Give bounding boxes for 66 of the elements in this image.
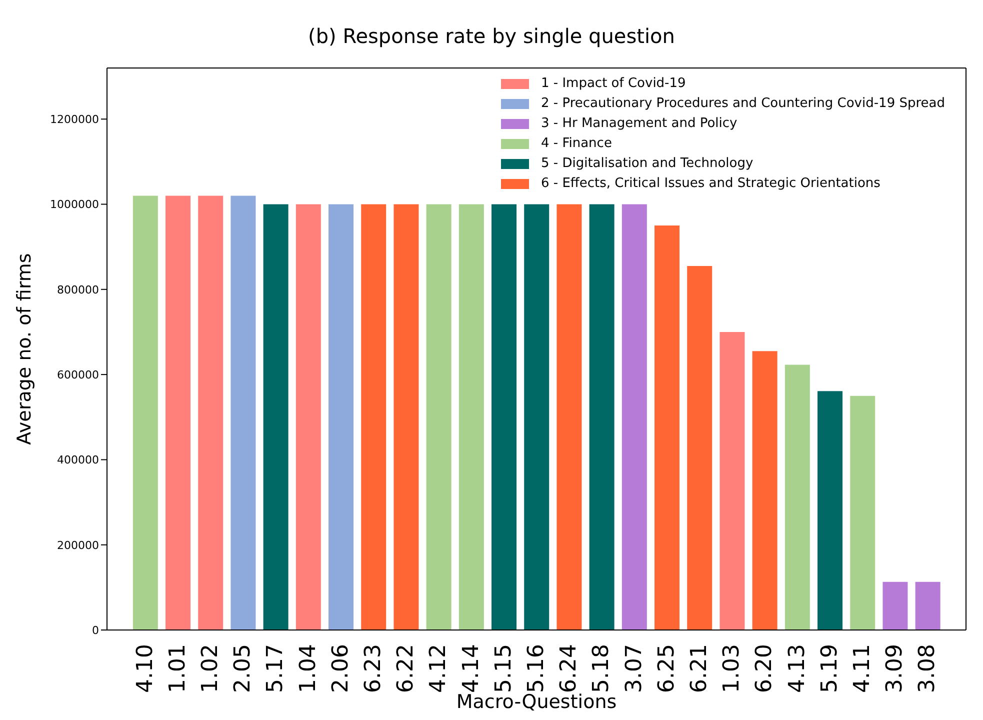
bar: [752, 351, 778, 630]
x-tick-label: 6.21: [687, 644, 712, 693]
legend-label: 6 - Effects, Critical Issues and Strategic Orientations: [540, 175, 880, 193]
bar: [850, 396, 876, 630]
y-tick-label: 0: [92, 624, 99, 637]
x-tick-label: 3.07: [622, 644, 647, 693]
x-tick-label: 6.23: [361, 644, 386, 693]
x-tick-label: 5.17: [263, 644, 288, 693]
x-tick-label: 2.05: [230, 644, 256, 693]
legend-label: 3 - Hr Management and Policy: [540, 115, 738, 133]
legend-label: 2 - Precautionary Procedures and Countering Covid-19 Spread: [540, 95, 945, 113]
chart-title: (b) Response rate by single question: [307, 23, 676, 50]
x-tick-label: 5.18: [589, 644, 614, 693]
y-tick-label: 1000000: [50, 198, 99, 212]
bar: [589, 204, 614, 630]
x-tick-label: 4.10: [132, 644, 158, 693]
bar: [882, 582, 908, 630]
y-tick-label: 600000: [57, 368, 99, 382]
x-tick-label: 5.15: [491, 644, 516, 693]
x-tick-label: 4.13: [784, 644, 810, 693]
x-tick-label: 4.12: [426, 644, 452, 693]
x-tick-label: 6.20: [752, 644, 778, 693]
legend-label: 5 - Digitalisation and Technology: [540, 155, 754, 173]
x-tick-label: 6.22: [394, 644, 419, 693]
x-tick-label: 5.19: [817, 644, 842, 693]
bar: [263, 204, 288, 630]
legend-label: 1 - Impact of Covid-19: [540, 75, 686, 93]
x-axis-title: Macro-Questions: [456, 691, 617, 713]
bar: [132, 196, 158, 630]
x-tick-label: 4.11: [850, 644, 875, 693]
x-tick-label: 1.01: [165, 644, 190, 693]
x-tick-label: 3.08: [915, 644, 940, 693]
bar: [687, 266, 712, 630]
bar: [296, 204, 321, 630]
bar: [818, 391, 843, 630]
x-tick-label: 1.03: [720, 644, 745, 693]
bar: [458, 204, 484, 630]
bar: [784, 364, 810, 630]
bar: [492, 204, 517, 630]
bar: [426, 204, 452, 630]
bar: [394, 204, 419, 630]
x-tick-label: 3.09: [882, 644, 908, 693]
x-tick-label: 6.25: [654, 644, 680, 693]
bar: [915, 582, 940, 630]
bar: [654, 226, 680, 630]
bar: [361, 204, 386, 630]
y-tick-label: 800000: [57, 283, 99, 296]
bar: [524, 204, 550, 630]
x-tick-label: 2.06: [328, 644, 354, 693]
bar: [198, 196, 224, 630]
bar: [622, 204, 647, 630]
legend-label: 4 - Finance: [540, 135, 612, 153]
bar: [166, 196, 191, 630]
x-tick-label: 1.02: [198, 644, 223, 693]
bar: [230, 196, 256, 630]
y-tick-label: 1200000: [50, 112, 99, 126]
y-tick-label: 200000: [57, 538, 99, 552]
x-tick-label: 1.04: [296, 644, 321, 693]
x-tick-label: 5.16: [524, 644, 549, 693]
bar: [328, 204, 354, 630]
bar: [720, 332, 745, 630]
y-tick-label: 400000: [57, 454, 99, 467]
y-axis-title: Average no. of firms: [14, 253, 36, 445]
x-tick-label: 4.14: [458, 644, 484, 693]
x-tick-label: 6.24: [556, 644, 582, 693]
bar: [556, 204, 582, 630]
